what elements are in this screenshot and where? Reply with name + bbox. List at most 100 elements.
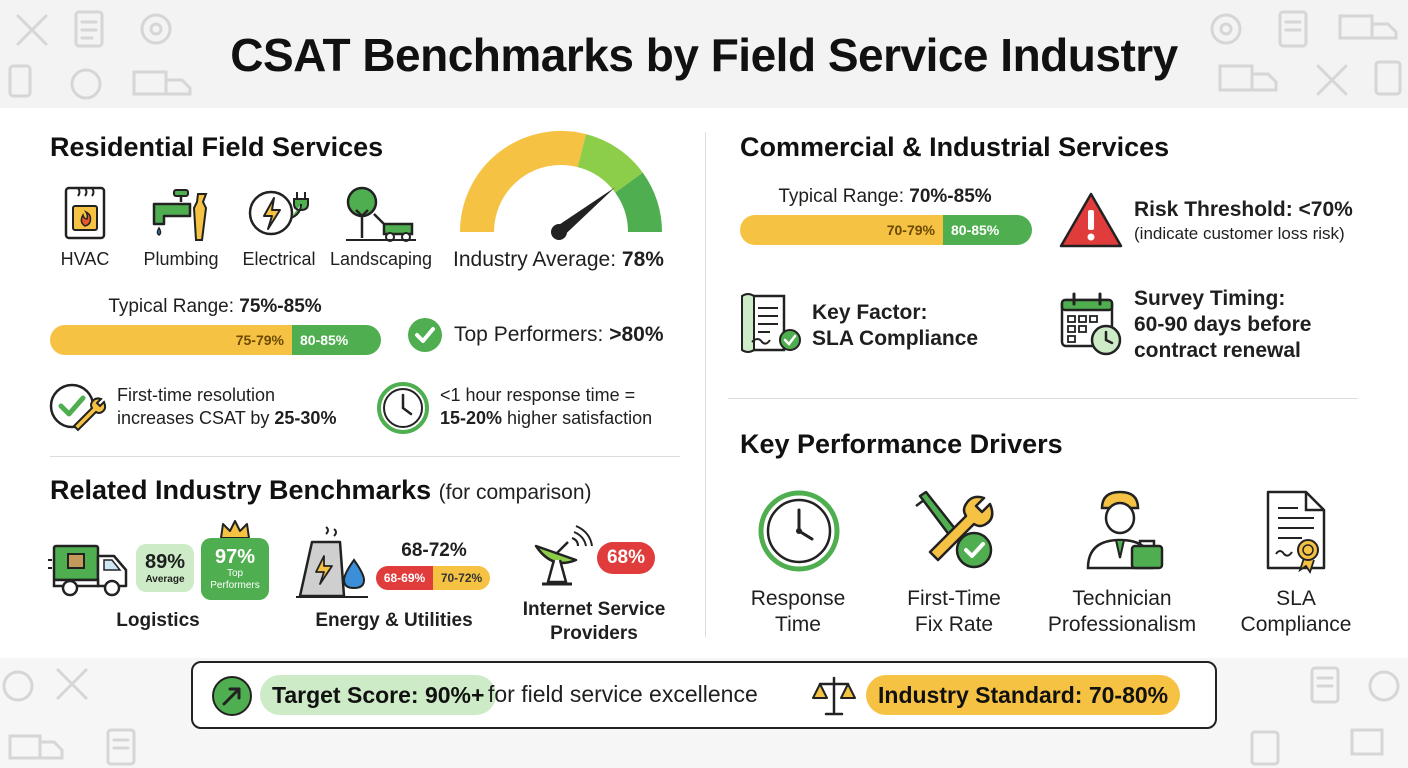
gauge-needle [551, 187, 615, 240]
fact2-value: 15-20% [440, 408, 503, 428]
gauge-needle-hub [551, 224, 567, 240]
background-tools-icon [1210, 10, 1402, 96]
risk-threshold-note: (indicate customer loss risk) [1134, 224, 1345, 243]
top-performers-label: Top Performers: [454, 323, 604, 346]
residential-range-text: Typical Range: [108, 296, 234, 317]
target-score-tag: Target Score: 90%+ [260, 675, 497, 715]
logistics-top-value: 97% [214, 546, 256, 568]
driver-2-line1: First-Time [907, 587, 1001, 610]
fact1-line1: First-time resolution [117, 385, 276, 405]
commercial-range-value: 70%-85% [909, 186, 992, 207]
background-tools-icon [1250, 666, 1400, 766]
industry-average-label: Industry Average: 78% [453, 248, 664, 272]
industry-standard-tag: Industry Standard: 70-80% [866, 675, 1181, 715]
landscaping-icon [346, 186, 416, 242]
logistics-top-label-2: Performers [210, 580, 260, 591]
horizontal-divider [50, 456, 680, 457]
driver-response-time: Response Time [728, 586, 868, 638]
residential-range-label: Typical Range: 75%-85% [50, 296, 380, 318]
survey-timing: Survey Timing: 60-90 days before contrac… [1134, 286, 1311, 364]
commercial-range-text: Typical Range: [778, 186, 904, 207]
crown-icon [220, 520, 250, 539]
survey-timing-line3: contract renewal [1134, 339, 1301, 362]
trend-up-arrow-icon [212, 676, 252, 716]
industry-average-gauge [460, 130, 663, 240]
residential-heading: Residential Field Services [50, 132, 384, 162]
driver-4-line2: Compliance [1240, 613, 1352, 636]
driver-first-time-fix: First-Time Fix Rate [884, 586, 1024, 638]
energy-label: Energy & Utilities [315, 610, 473, 631]
category-label-landscaping: Landscaping [329, 249, 433, 269]
logistics-label: Logistics [116, 610, 200, 631]
commercial-range-bar: 70-79% 80-85% [740, 215, 1032, 245]
related-heading: Related Industry Benchmarks (for compari… [50, 475, 592, 506]
wrench-screwdriver-check-icon [915, 490, 994, 569]
related-heading-note: (for comparison) [438, 481, 592, 504]
fact1-value: 25-30% [274, 408, 337, 428]
driver-technician: Technician Professionalism [1036, 586, 1208, 638]
power-plant-icon [296, 526, 368, 598]
energy-range-value: 68-72% [401, 540, 467, 561]
isp-label: Internet Service Providers [508, 598, 680, 646]
driver-3-line1: Technician [1072, 587, 1172, 610]
top-performers-value: >80% [609, 323, 664, 346]
hvac-icon [64, 186, 106, 240]
clock-icon [377, 382, 429, 434]
fact-response-time: <1 hour response time = 15-20% higher sa… [440, 384, 652, 430]
delivery-truck-icon [48, 544, 128, 597]
survey-timing-line1: Survey Timing: [1134, 287, 1286, 310]
gauge-needle-pointer [555, 187, 615, 237]
calendar-clock-icon [1060, 292, 1122, 356]
energy-segment-low: 68-69% [376, 566, 433, 590]
page-title: CSAT Benchmarks by Field Service Industr… [230, 29, 1178, 81]
plumbing-icon [152, 189, 208, 241]
key-factor-line1: Key Factor: [812, 301, 928, 324]
risk-threshold: Risk Threshold: <70% (indicate customer … [1134, 198, 1353, 244]
vertical-divider [705, 132, 706, 637]
residential-range-value: 75%-85% [239, 296, 322, 317]
logistics-average-value: 89% [144, 551, 186, 573]
fact2-line1: <1 hour response time = [440, 385, 636, 405]
horizontal-divider [728, 398, 1358, 399]
driver-4-line1: SLA [1276, 587, 1316, 610]
satellite-dish-icon [534, 525, 593, 586]
check-wrench-icon [49, 383, 107, 432]
contract-document-icon [741, 293, 801, 353]
industry-average-value: 78% [621, 248, 664, 271]
energy-segment-high: 70-72% [433, 566, 490, 590]
isp-label-line1: Internet Service [522, 599, 666, 620]
commercial-segment-low: 70-79% [740, 215, 943, 245]
driver-3-line2: Professionalism [1047, 613, 1197, 636]
driver-1-line2: Time [775, 613, 821, 636]
header-band [0, 0, 1408, 108]
isp-label-line2: Providers [550, 623, 638, 644]
logistics-top-label-1: Top [226, 568, 244, 579]
category-label-plumbing: Plumbing [143, 249, 219, 269]
drivers-heading: Key Performance Drivers [740, 429, 1063, 459]
background-tools-icon [2, 668, 136, 766]
electrical-icon [248, 190, 309, 236]
background-tools-icon [8, 10, 192, 100]
fact2-line2: higher satisfaction [502, 408, 653, 428]
commercial-heading: Commercial & Industrial Services [740, 132, 1170, 162]
logistics-top-badge: 97% Top Performers [201, 538, 269, 600]
range-segment-low: 75-79% [50, 325, 292, 355]
fact1-line2: increases CSAT by [117, 408, 275, 428]
key-factor-line2: SLA Compliance [812, 327, 979, 350]
driver-sla: SLA Compliance [1226, 586, 1366, 638]
commercial-range-label: Typical Range: 70%-85% [740, 186, 1030, 208]
driver-2-line2: Fix Rate [914, 613, 994, 636]
warning-icon [1059, 192, 1123, 248]
risk-threshold-title: Risk Threshold: <70% [1134, 198, 1353, 221]
energy-range-bar: 68-69% 70-72% [376, 566, 490, 590]
driver-1-line1: Response [750, 587, 846, 610]
certificate-document-icon [1266, 490, 1326, 574]
target-score-note: for field service excellence [488, 681, 758, 707]
related-heading-text: Related Industry Benchmarks [50, 475, 432, 505]
category-label-electrical: Electrical [242, 249, 316, 269]
survey-timing-line2: 60-90 days before [1134, 313, 1312, 336]
top-performers: Top Performers: >80% [454, 323, 664, 347]
checkmark-icon [408, 318, 442, 352]
response-time-clock-icon [758, 490, 840, 572]
balance-scale-icon [812, 676, 856, 716]
